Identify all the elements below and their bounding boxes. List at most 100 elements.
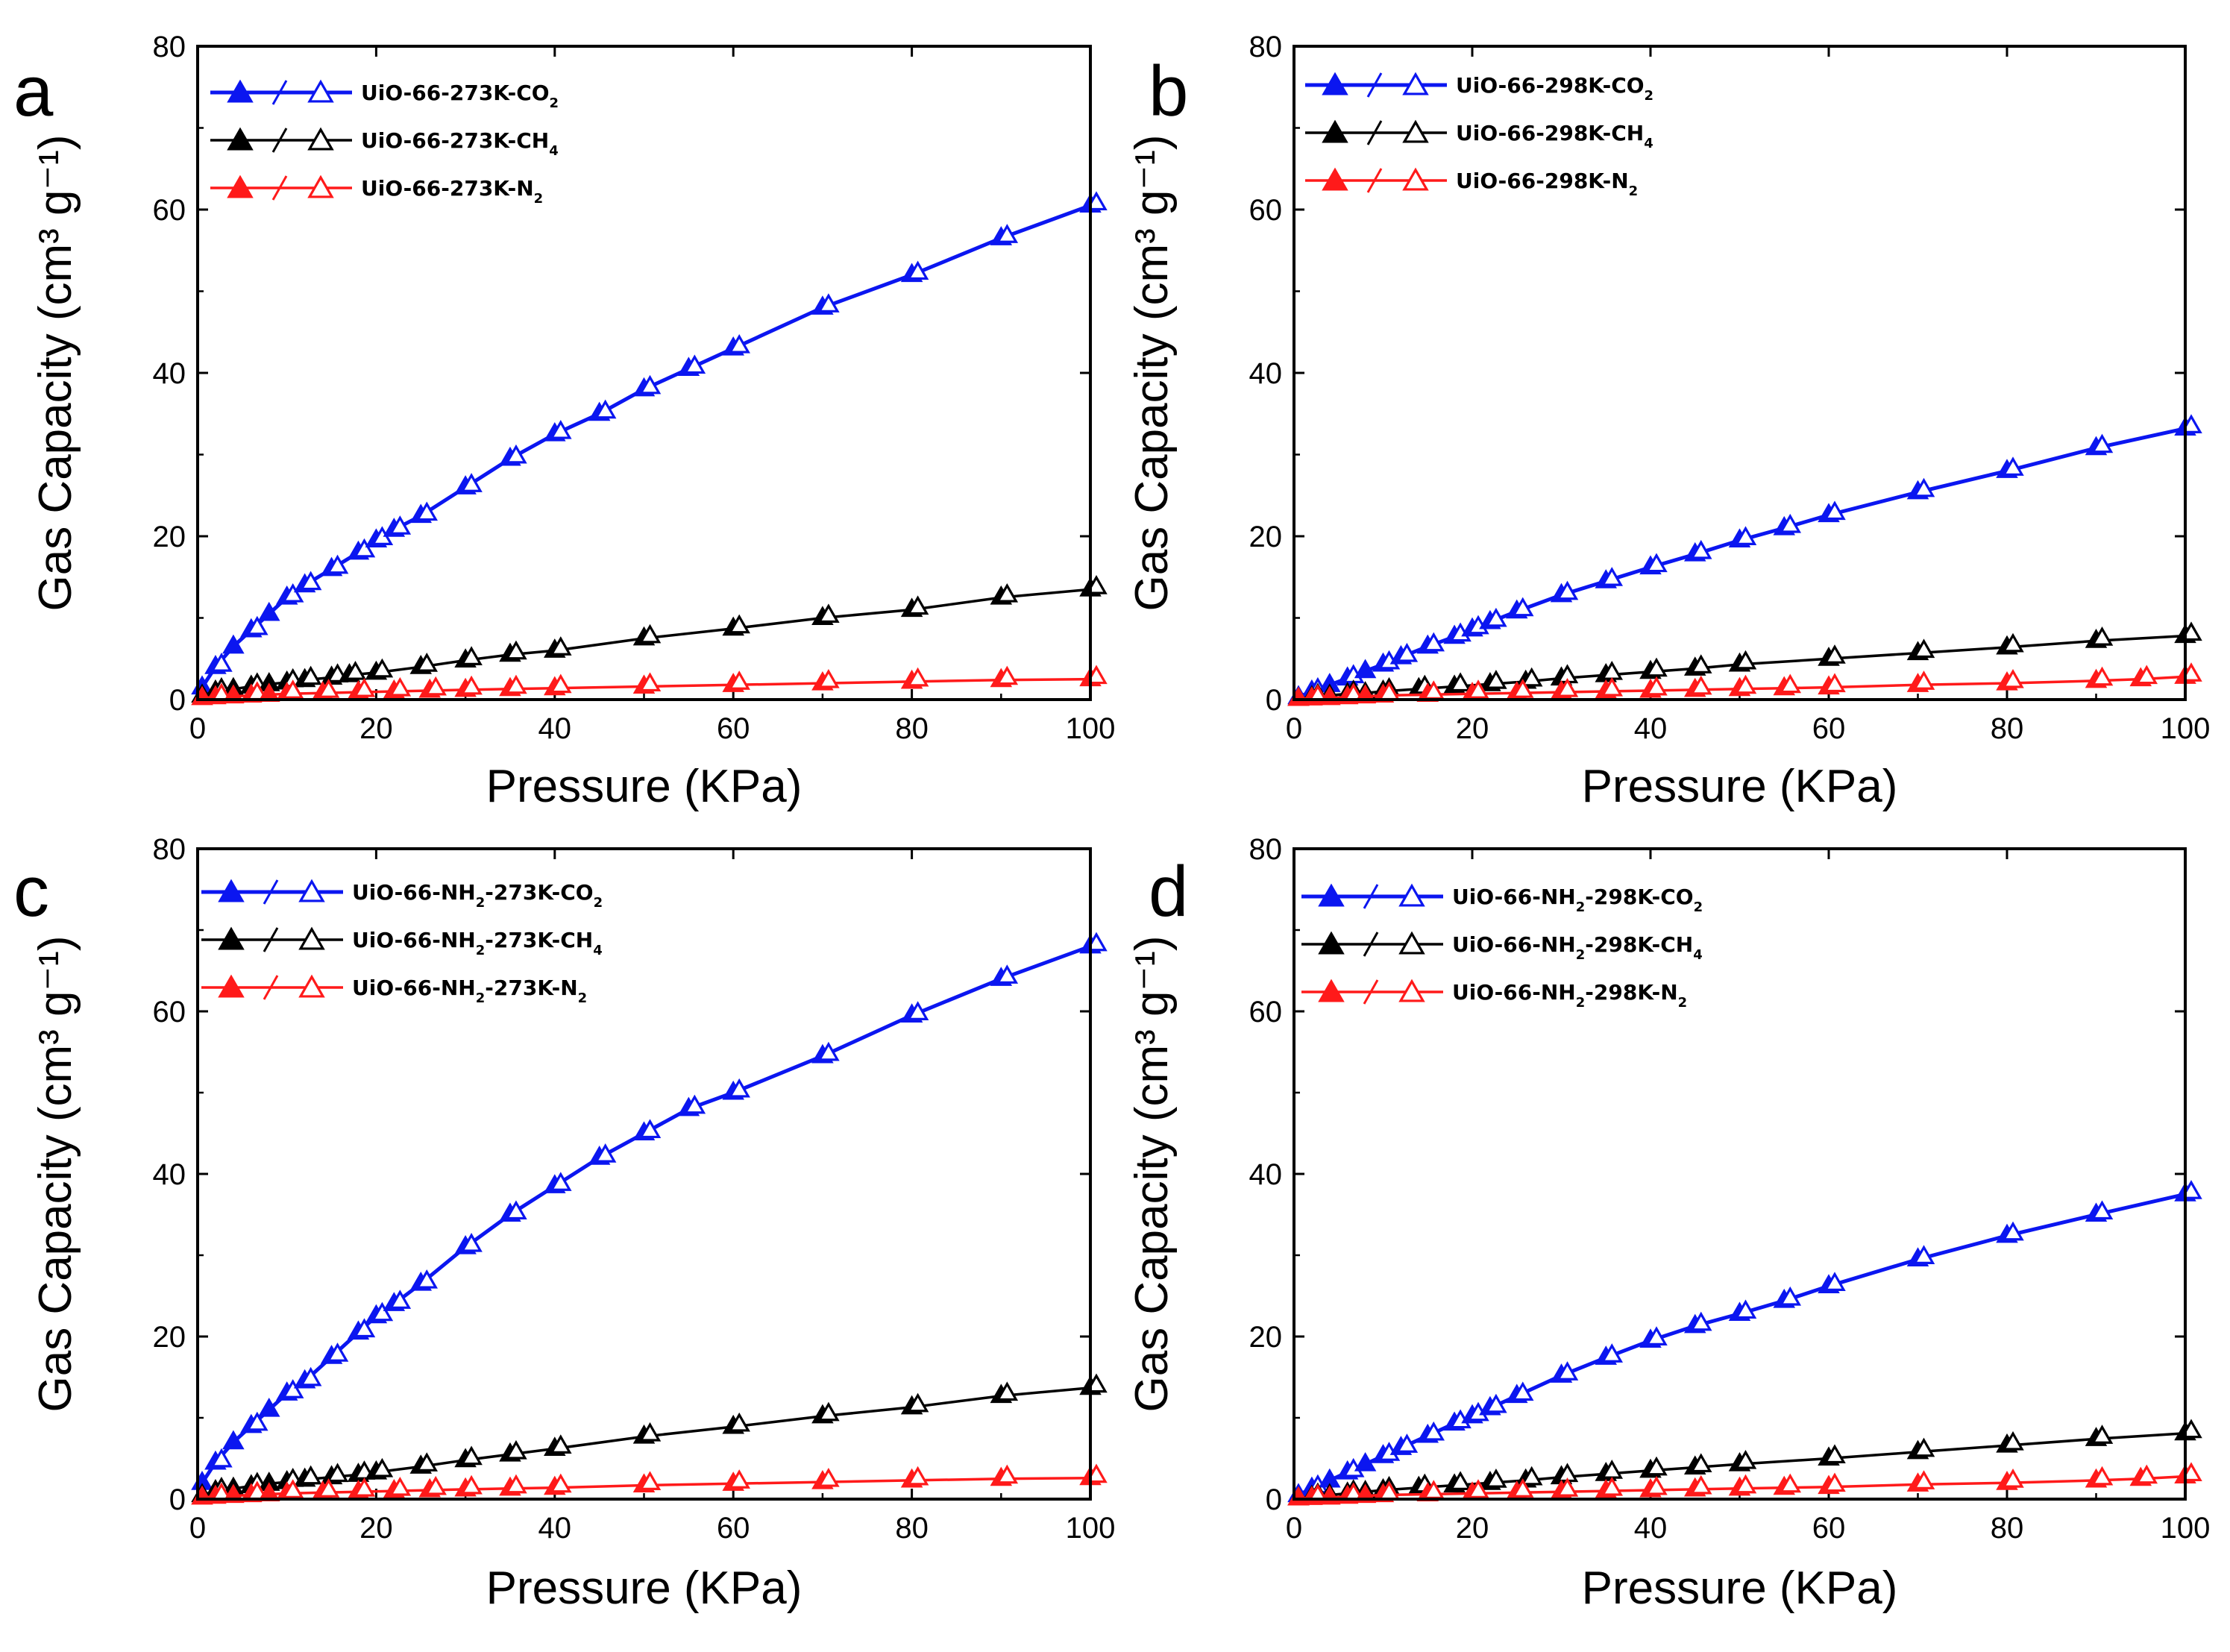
data-point-desorption <box>906 1001 929 1020</box>
legend-slash <box>271 80 288 105</box>
legend-open-triangle <box>307 79 334 103</box>
x-axis-title: Pressure (KPa) <box>486 1563 803 1614</box>
data-point-desorption <box>210 1448 233 1468</box>
plot-frame <box>1293 45 2187 701</box>
data-point-desorption <box>505 674 527 694</box>
y-tick-label: 40 <box>1249 357 1283 390</box>
y-tick-label: 20 <box>1249 1321 1283 1354</box>
data-point-desorption <box>1734 1474 1757 1494</box>
data-point-desorption <box>1824 1472 1846 1492</box>
data-point-desorption <box>1645 676 1668 696</box>
y-tick-label: 80 <box>153 833 186 866</box>
data-point-adsorption <box>257 601 280 621</box>
data-point-desorption <box>1520 667 1543 687</box>
x-tick-label: 20 <box>1456 1512 1489 1545</box>
data-point-desorption <box>1601 567 1624 586</box>
data-point-desorption <box>728 333 750 354</box>
data-point-desorption <box>2135 665 2158 685</box>
x-tick-label: 40 <box>538 712 572 745</box>
data-point-desorption <box>728 1469 750 1489</box>
data-point-desorption <box>389 676 412 697</box>
data-point-desorption <box>1779 1473 1802 1493</box>
data-point-desorption <box>1824 1444 1846 1464</box>
legend-text-part: UiO-66-NH <box>352 928 476 952</box>
data-point-desorption <box>996 1381 1019 1401</box>
data-point-desorption <box>460 1232 483 1252</box>
data-point-desorption <box>281 582 304 603</box>
data-point-desorption <box>389 1290 412 1309</box>
x-tick-label: 0 <box>1286 1512 1302 1545</box>
legend-label: UiO-66-NH2-273K-N2 <box>352 976 587 1006</box>
data-point-desorption <box>817 293 840 313</box>
series-co2 <box>1287 1180 2202 1503</box>
legend-slash <box>263 927 279 952</box>
legend-subscript: 2 <box>1576 995 1586 1011</box>
data-point-desorption <box>1511 679 1534 698</box>
data-point-desorption <box>415 1269 439 1289</box>
data-point-desorption <box>1645 1326 1668 1345</box>
legend-label: UiO-66-298K-N2 <box>1456 169 1638 199</box>
data-point-desorption <box>424 676 447 696</box>
x-tick-label: 60 <box>1812 712 1846 745</box>
data-point-desorption <box>817 1467 840 1487</box>
data-point-desorption <box>728 614 750 634</box>
legend-open-triangle <box>1402 72 1429 95</box>
legend-slash <box>1363 932 1379 957</box>
panel-a: a 0 20 40 60 80 100 0 20 40 60 80 Pressure (KPa) Gas … <box>13 31 1115 812</box>
data-point-desorption <box>817 1401 840 1422</box>
data-point-desorption <box>371 1301 394 1322</box>
series-line <box>1297 1192 2186 1497</box>
data-point-desorption <box>415 653 439 672</box>
legend-slash <box>263 879 279 905</box>
data-point-desorption <box>326 554 349 574</box>
legend-label: UiO-66-NH2-273K-CH4 <box>352 928 603 958</box>
legend-filled-triangle <box>227 79 254 103</box>
legend-subscript: 4 <box>1644 136 1653 151</box>
y-tick-label: 40 <box>1249 1158 1283 1191</box>
data-point-desorption <box>371 658 394 678</box>
y-tick-label: 80 <box>153 31 186 63</box>
data-point-desorption <box>1511 1478 1534 1498</box>
y-tick-label: 60 <box>1249 194 1283 227</box>
legend-open-triangle <box>1398 883 1425 907</box>
panel-c: c 0 20 40 60 80 100 0 20 40 60 80 Pressure (KPa) Gas … <box>13 833 1115 1614</box>
legend-text-part: UiO-66-273K-CO <box>361 81 550 105</box>
legend-text-part: UiO-66-298K-CH <box>1456 121 1644 145</box>
data-point-desorption <box>550 1434 572 1454</box>
data-point-desorption <box>1422 632 1445 652</box>
data-point-desorption <box>2135 1464 2158 1484</box>
plot-frame <box>1293 847 2187 1501</box>
data-point-desorption <box>1912 1437 1935 1457</box>
data-point-desorption <box>1485 1393 1507 1413</box>
data-point-desorption <box>1779 673 1802 694</box>
data-point-desorption <box>1824 644 1846 664</box>
y-tick-label: 40 <box>153 1158 186 1191</box>
data-point-desorption <box>2091 626 2114 646</box>
y-tick-label: 60 <box>153 996 186 1028</box>
data-point-desorption <box>728 1412 750 1432</box>
panel-b: b 0 20 40 60 80 100 0 20 40 60 80 Pressure (KPa) Gas … <box>1126 31 2210 812</box>
data-point-desorption <box>638 374 662 395</box>
legend-entry: UiO-66-273K-N2 <box>210 175 543 207</box>
legend-text-part: -273K-N <box>485 976 577 1000</box>
legend-subscript: 2 <box>550 95 559 111</box>
data-point-desorption <box>353 1477 376 1497</box>
legend-text-part: UiO-66-298K-N <box>1456 169 1629 193</box>
legend-subscript: 4 <box>549 143 559 159</box>
x-tick-label: 0 <box>189 1512 206 1545</box>
x-tick-label: 0 <box>189 712 206 745</box>
legend-subscript: 2 <box>476 895 486 911</box>
x-tick-label: 60 <box>1812 1512 1846 1545</box>
data-point-desorption <box>996 1464 1019 1484</box>
data-point-desorption <box>683 1094 706 1114</box>
data-point-desorption <box>460 473 483 492</box>
legend-slash <box>271 128 288 153</box>
series-n2 <box>191 1463 1108 1505</box>
data-point-desorption <box>1824 1272 1846 1291</box>
legend-entry: UiO-66-298K-N2 <box>1305 167 1638 199</box>
data-point-desorption <box>344 660 367 680</box>
data-point-desorption <box>2002 1430 2024 1451</box>
data-point-desorption <box>1779 513 1802 533</box>
x-tick-label: 20 <box>359 1512 393 1545</box>
data-point-desorption <box>415 501 439 521</box>
